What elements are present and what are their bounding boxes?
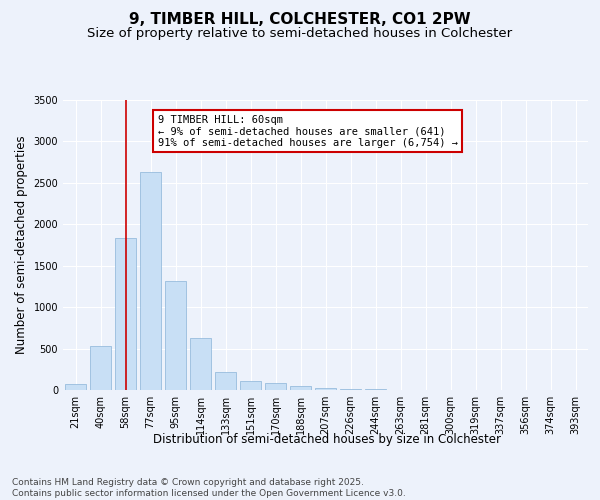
Bar bbox=[340, 389, 361, 390]
Bar bbox=[90, 346, 111, 390]
Text: 9 TIMBER HILL: 60sqm
← 9% of semi-detached houses are smaller (641)
91% of semi-: 9 TIMBER HILL: 60sqm ← 9% of semi-detach… bbox=[157, 114, 458, 148]
Text: Size of property relative to semi-detached houses in Colchester: Size of property relative to semi-detach… bbox=[88, 28, 512, 40]
Bar bbox=[215, 372, 236, 390]
Bar bbox=[140, 172, 161, 390]
Bar bbox=[265, 384, 286, 390]
Bar bbox=[190, 338, 211, 390]
Bar bbox=[290, 386, 311, 390]
Text: Distribution of semi-detached houses by size in Colchester: Distribution of semi-detached houses by … bbox=[153, 432, 501, 446]
Text: Contains HM Land Registry data © Crown copyright and database right 2025.
Contai: Contains HM Land Registry data © Crown c… bbox=[12, 478, 406, 498]
Bar bbox=[315, 388, 336, 390]
Bar bbox=[165, 282, 186, 390]
Bar bbox=[65, 384, 86, 390]
Bar bbox=[115, 238, 136, 390]
Bar bbox=[240, 381, 261, 390]
Y-axis label: Number of semi-detached properties: Number of semi-detached properties bbox=[15, 136, 28, 354]
Text: 9, TIMBER HILL, COLCHESTER, CO1 2PW: 9, TIMBER HILL, COLCHESTER, CO1 2PW bbox=[129, 12, 471, 28]
